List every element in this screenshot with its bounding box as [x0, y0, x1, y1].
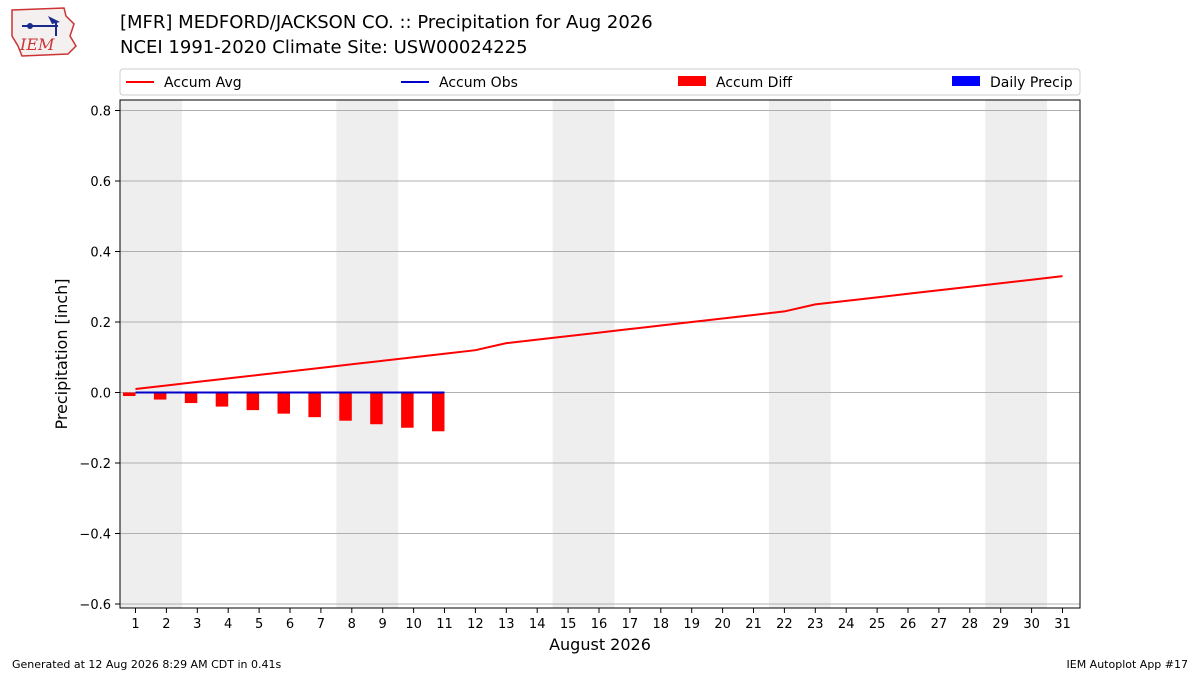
x-tick-label: 14 [529, 617, 546, 632]
x-tick-label: 3 [193, 617, 201, 632]
accum-diff-bar [184, 392, 198, 404]
x-tick-label: 12 [467, 617, 484, 632]
app-label: IEM Autoplot App #17 [1066, 658, 1189, 671]
x-tick-label: 13 [498, 617, 515, 632]
x-tick-label: 10 [405, 617, 422, 632]
chart-title: [MFR] MEDFORD/JACKSON CO. :: Precipitati… [120, 12, 653, 33]
legend-accum-obs-label: Accum Obs [439, 75, 518, 91]
svg-text:IEM: IEM [19, 35, 55, 54]
iem-logo: IEM [11, 7, 77, 57]
weekend-band [552, 100, 615, 608]
accum-diff-bar [339, 392, 352, 421]
accum-diff-bar [246, 392, 260, 411]
generated-timestamp: Generated at 12 Aug 2026 8:29 AM CDT in … [12, 658, 282, 671]
accum-diff-bar [401, 392, 414, 428]
plot-frame [119, 99, 1081, 609]
x-tick-label: 29 [992, 617, 1009, 632]
weekend-band [336, 100, 399, 608]
x-axis-label: August 2026 [549, 635, 651, 654]
accum-diff-bar [153, 392, 167, 400]
x-tick-label: 26 [900, 617, 917, 632]
legend-box [119, 68, 1081, 96]
x-tick-label: 8 [348, 617, 356, 632]
weekend-band [985, 100, 1048, 608]
legend-accum-diff-swatch [678, 76, 706, 86]
x-tick-label: 21 [745, 617, 762, 632]
x-tick-label: 27 [931, 617, 948, 632]
y-tick-label: 0.6 [90, 175, 111, 190]
y-tick-label: −0.6 [79, 598, 111, 613]
x-tick-label: 25 [869, 617, 886, 632]
x-tick-label: 7 [317, 617, 325, 632]
legend-daily-precip-swatch [952, 76, 980, 86]
accum-diff-bar [123, 392, 136, 397]
accum-diff-bar [370, 392, 383, 425]
weekend-band [120, 100, 182, 608]
y-tick-label: 0.2 [90, 316, 111, 331]
accum-avg-line [135, 275, 1063, 390]
x-tick-label: 24 [838, 617, 855, 632]
x-tick-label: 18 [653, 617, 670, 632]
x-tick-label: 22 [776, 617, 793, 632]
y-tick-label: 0.8 [90, 105, 111, 120]
x-tick-label: 11 [436, 617, 453, 632]
x-tick-label: 5 [255, 617, 263, 632]
x-tick-label: 28 [962, 617, 979, 632]
y-axis-label: Precipitation [inch] [52, 278, 71, 429]
x-tick-label: 16 [591, 617, 608, 632]
x-tick-label: 20 [714, 617, 731, 632]
x-tick-label: 23 [807, 617, 824, 632]
x-tick-label: 6 [286, 617, 294, 632]
legend-accum-avg-label: Accum Avg [164, 75, 242, 91]
y-tick-label: −0.4 [79, 528, 111, 543]
chart-subtitle: NCEI 1991-2020 Climate Site: USW00024225 [120, 37, 528, 58]
accum-diff-bar [308, 392, 321, 418]
legend-accum-diff-label: Accum Diff [716, 75, 792, 91]
x-tick-label: 4 [224, 617, 232, 632]
y-tick-label: 0.0 [90, 387, 111, 402]
x-tick-label: 15 [560, 617, 577, 632]
x-tick-label: 1 [131, 617, 139, 632]
x-tick-label: 30 [1023, 617, 1040, 632]
x-tick-label: 31 [1054, 617, 1071, 632]
accum-diff-bar [432, 392, 445, 432]
x-tick-label: 9 [379, 617, 387, 632]
weekend-band [768, 100, 831, 608]
x-tick-label: 2 [162, 617, 170, 632]
x-tick-label: 17 [622, 617, 639, 632]
legend-daily-precip-label: Daily Precip [990, 75, 1073, 91]
y-tick-label: 0.4 [90, 246, 111, 261]
accum-diff-bar [215, 392, 229, 407]
y-tick-label: −0.2 [79, 457, 111, 472]
accum-diff-bar [277, 392, 290, 414]
x-tick-label: 19 [683, 617, 700, 632]
